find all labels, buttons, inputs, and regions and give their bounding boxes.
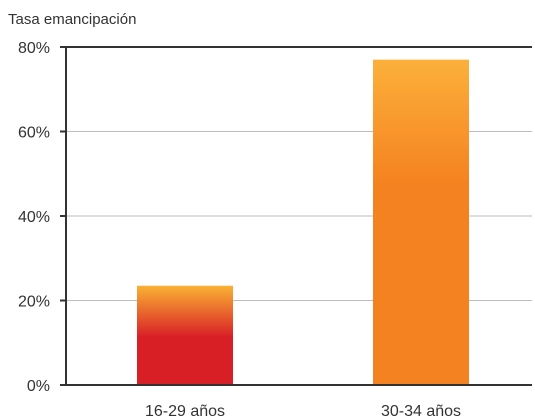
y-tick-label: 80% (18, 40, 50, 57)
y-tick-label: 60% (18, 125, 50, 142)
x-axis-ticks: 16-29 años 30-34 años (145, 403, 461, 419)
x-tick-label: 16-29 años (145, 403, 225, 419)
y-axis-label: Tasa emancipación (8, 11, 136, 28)
bars (137, 59, 469, 386)
y-tick-label: 0% (27, 378, 50, 395)
y-axis-ticks: 0% 20% 40% 60% 80% (18, 40, 66, 395)
bar-1 (137, 285, 233, 385)
x-tick-label: 30-34 años (381, 403, 461, 419)
y-tick-label: 20% (18, 294, 50, 311)
y-tick-label: 40% (18, 209, 50, 226)
bar-2 (373, 59, 469, 386)
